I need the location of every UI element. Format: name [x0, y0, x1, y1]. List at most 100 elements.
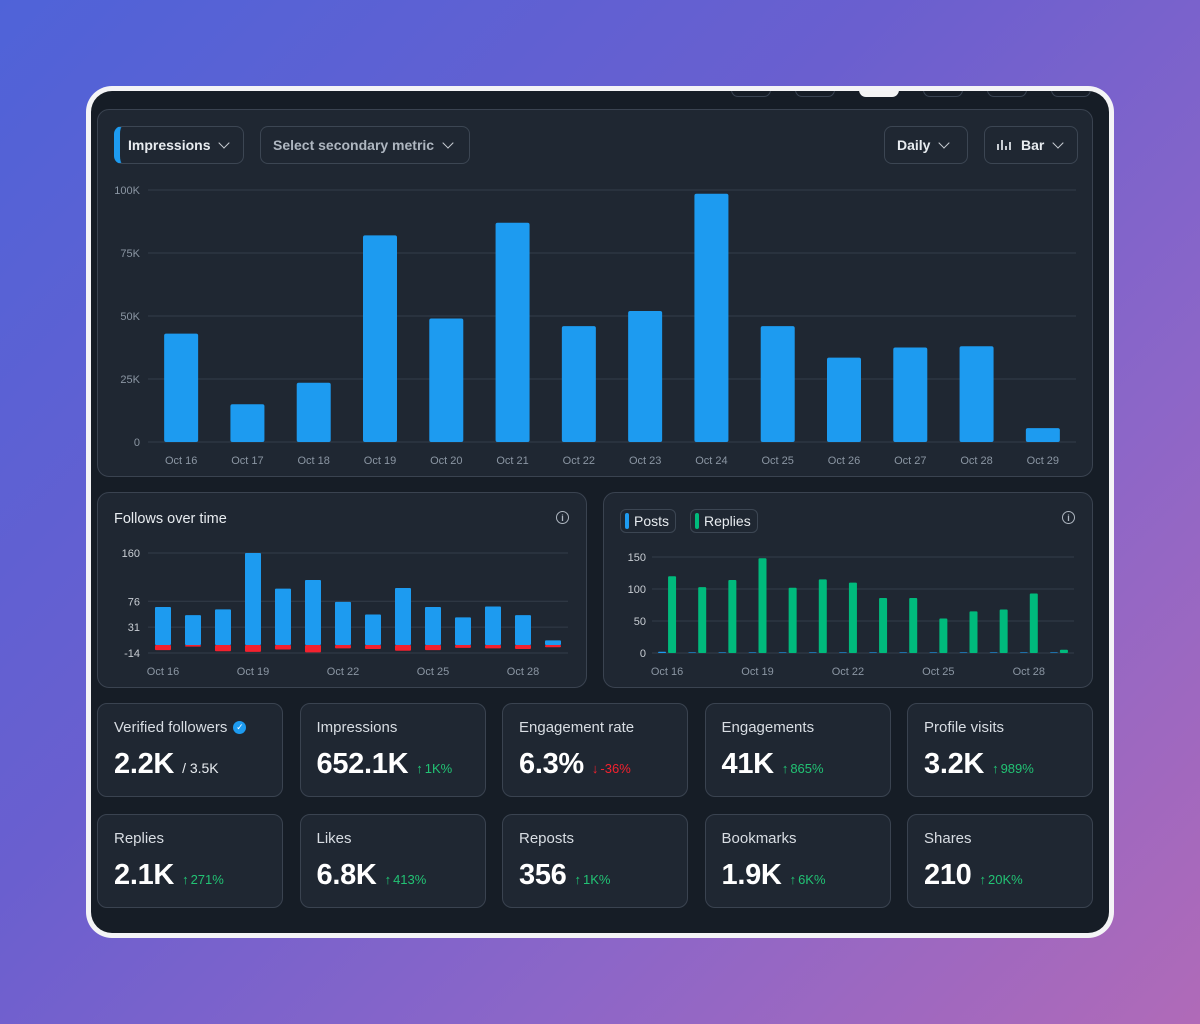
- follows-bar: [395, 588, 411, 645]
- top-tab[interactable]: [1051, 91, 1091, 97]
- x-tick-label: Oct 19: [237, 666, 269, 678]
- unfollows-bar: [215, 644, 231, 652]
- posts-bar: [1019, 652, 1028, 653]
- stat-value: 3.2K: [924, 748, 985, 780]
- posts-bar: [718, 652, 727, 653]
- stat-value-row: 41K ↑ 865%: [722, 748, 874, 781]
- stat-card[interactable]: Impressions 652.1K ↑ 1K%: [299, 703, 486, 797]
- y-tick-label: -14: [124, 648, 140, 660]
- stat-card[interactable]: Engagements 41K ↑ 865%: [704, 703, 891, 797]
- top-tab[interactable]: [923, 91, 963, 97]
- stat-label: Verified followers ✓: [114, 718, 266, 736]
- top-tab[interactable]: [795, 91, 835, 97]
- stat-label-text: Impressions: [316, 718, 398, 736]
- stat-value: 210: [924, 859, 972, 891]
- stat-delta-value: 6K%: [798, 872, 826, 887]
- unfollows-bar: [155, 644, 171, 651]
- impressions-chart-panel: Impressions Select secondary metric Dail…: [97, 109, 1093, 477]
- stat-label: Impressions: [317, 718, 469, 736]
- stat-card[interactable]: Verified followers ✓ 2.2K / 3.5K: [97, 703, 283, 797]
- stat-card[interactable]: Likes 6.8K ↑ 413%: [299, 814, 486, 908]
- stat-delta-value: 989%: [1000, 761, 1034, 776]
- stat-card[interactable]: Engagement rate 6.3% ↓ -36%: [502, 703, 688, 797]
- stat-value: 2.1K: [114, 859, 175, 891]
- arrow-up-icon: ↑: [416, 761, 423, 776]
- legend-swatch: [625, 513, 629, 529]
- top-tab[interactable]: [731, 91, 771, 97]
- follows-bar: [245, 553, 261, 645]
- info-icon[interactable]: i: [1062, 511, 1075, 524]
- unfollows-bar: [395, 644, 411, 651]
- unfollows-bar: [275, 644, 291, 650]
- unfollows-bar: [485, 644, 501, 649]
- stat-delta: ↑ 413%: [385, 872, 427, 887]
- impressions-bar: [893, 347, 928, 442]
- x-tick-label: Oct 22: [327, 666, 359, 678]
- stat-card[interactable]: Replies 2.1K ↑ 271%: [97, 814, 283, 908]
- arrow-up-icon: ↑: [574, 872, 582, 887]
- replies-bar: [818, 579, 827, 653]
- replies-bar: [1059, 649, 1068, 653]
- arrow-up-icon: ↑: [979, 872, 987, 887]
- stat-label: Engagements: [722, 718, 874, 736]
- posts-replies-bar-chart: 0 50 100 150 Oct 16 Oct 19 Oct 22 Oct 25 Oct 28: [628, 552, 1074, 678]
- unfollows-bar: [545, 644, 561, 648]
- stat-value-row: 3.2K ↑ 989%: [924, 748, 1076, 781]
- stat-label: Shares: [924, 829, 1076, 847]
- x-tick-label: Oct 17: [231, 455, 263, 467]
- info-icon[interactable]: i: [556, 511, 569, 524]
- x-tick-label: Oct 18: [298, 455, 330, 467]
- stat-delta: ↓ -36%: [592, 761, 631, 776]
- posts-bar: [658, 651, 667, 653]
- x-tick-label: Oct 22: [563, 455, 595, 467]
- follows-bar: [425, 607, 441, 645]
- arrow-up-icon: ↑: [992, 761, 999, 776]
- chart-type-dropdown[interactable]: Bar: [984, 126, 1078, 164]
- follows-bar: [365, 614, 381, 645]
- follows-bar: [515, 615, 531, 645]
- replies-bar: [848, 582, 857, 653]
- stat-delta: ↑ 20K%: [980, 872, 1023, 887]
- interval-dropdown[interactable]: Daily: [884, 126, 968, 164]
- top-tab-active[interactable]: [859, 91, 899, 97]
- x-tick-label: Oct 28: [1013, 666, 1045, 678]
- secondary-metric-dropdown[interactable]: Select secondary metric: [260, 126, 470, 164]
- y-tick-label: 0: [640, 648, 646, 660]
- unfollows-bar: [245, 644, 261, 652]
- stat-value-row: 652.1K ↑ 1K%: [317, 748, 469, 781]
- stat-delta: ↑ 989%: [992, 761, 1034, 776]
- stat-card[interactable]: Shares 210 ↑ 20K%: [907, 814, 1093, 908]
- chart-type-label: Bar: [1021, 137, 1045, 153]
- follows-bar: [485, 606, 501, 645]
- impressions-bar: [363, 235, 397, 442]
- stat-card[interactable]: Profile visits 3.2K ↑ 989%: [907, 703, 1093, 797]
- arrow-up-icon: ↑: [384, 872, 392, 887]
- top-tab[interactable]: [987, 91, 1027, 97]
- y-tick-label: 150: [628, 552, 646, 564]
- stat-subvalue: / 3.5K: [182, 760, 219, 776]
- x-tick-label: Oct 19: [364, 455, 396, 467]
- stat-label-text: Bookmarks: [721, 829, 797, 847]
- x-tick-label: Oct 23: [629, 455, 661, 467]
- stat-delta: ↑ 1K%: [416, 761, 452, 776]
- stat-card[interactable]: Bookmarks 1.9K ↑ 6K%: [704, 814, 891, 908]
- stat-value: 1.9K: [721, 859, 782, 891]
- stat-delta-value: 20K%: [988, 872, 1023, 887]
- x-tick-label: Oct 21: [496, 455, 528, 467]
- legend-replies[interactable]: Replies: [690, 509, 758, 533]
- x-tick-label: Oct 29: [1027, 455, 1059, 467]
- stat-card[interactable]: Reposts 356 ↑ 1K%: [502, 814, 688, 908]
- y-tick-label: 75K: [120, 248, 140, 260]
- legend-posts[interactable]: Posts: [620, 509, 677, 533]
- unfollows-bar: [335, 644, 351, 649]
- primary-metric-dropdown[interactable]: Impressions: [114, 126, 244, 164]
- posts-bar: [929, 652, 938, 653]
- stat-value-row: 2.2K / 3.5K: [114, 748, 266, 781]
- interval-label: Daily: [897, 137, 931, 153]
- stat-delta: ↑ 6K%: [790, 872, 826, 887]
- follows-chart-title: Follows over time: [114, 511, 227, 527]
- verified-badge-icon: ✓: [233, 720, 247, 734]
- replies-bar: [909, 597, 918, 653]
- stat-value: 652.1K: [316, 748, 409, 780]
- replies-bar: [788, 587, 797, 653]
